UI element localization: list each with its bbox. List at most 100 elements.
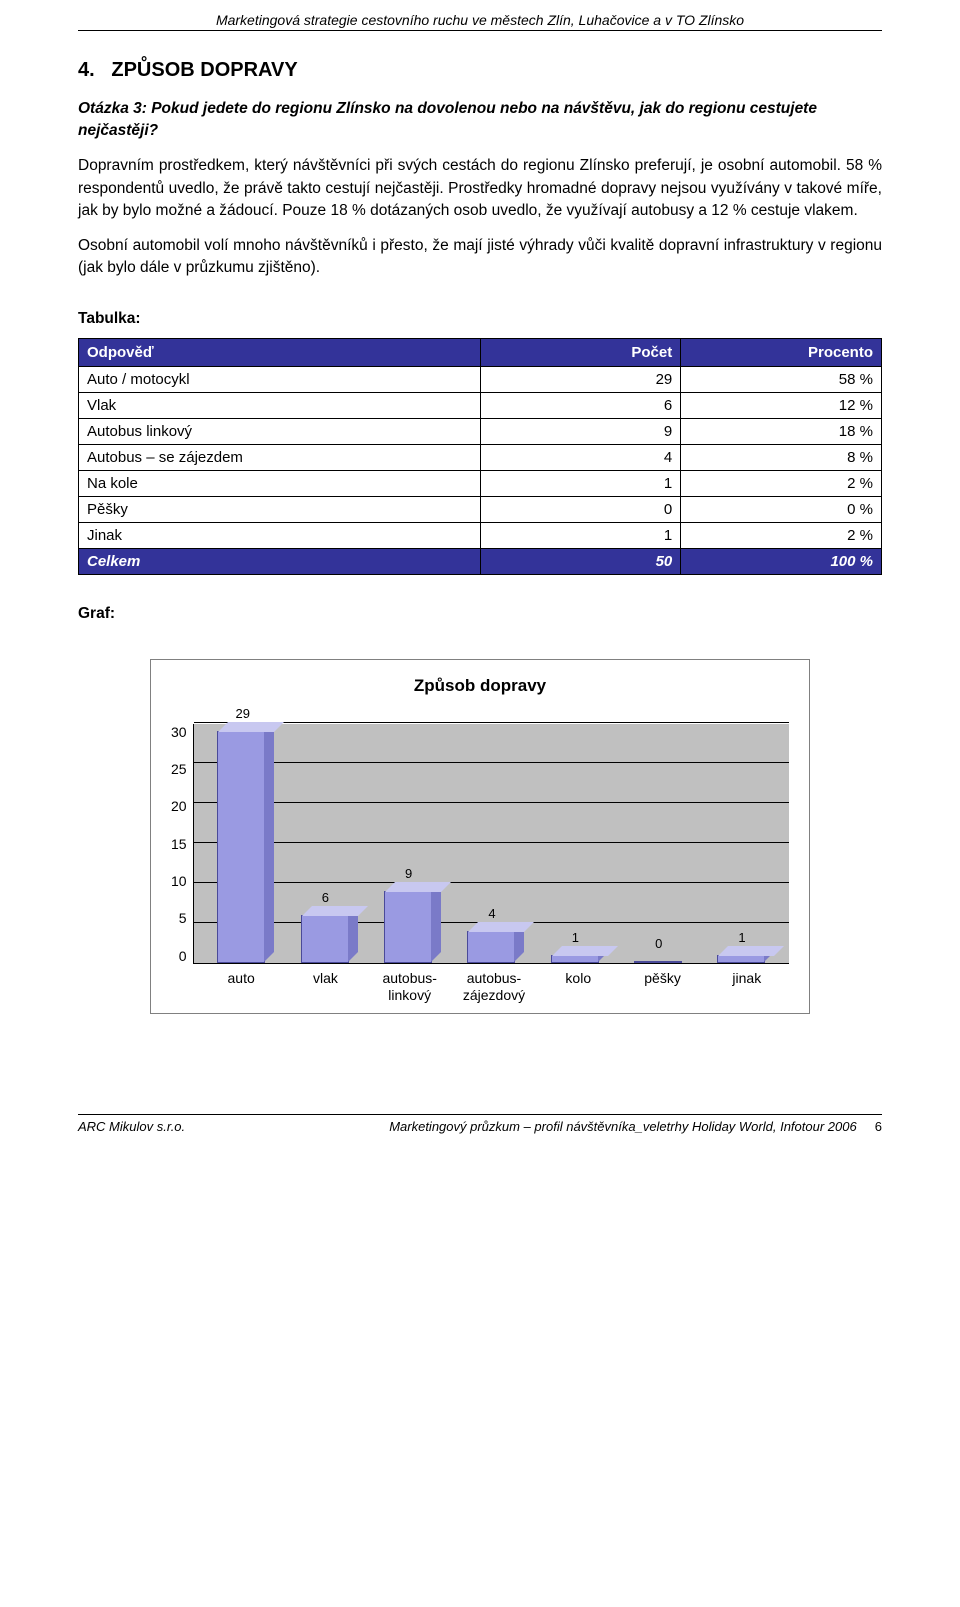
cell-answer: Celkem: [79, 548, 481, 574]
table-row: Auto / motocykl2958 %: [79, 366, 882, 392]
bar-3d-top: [468, 922, 534, 932]
y-tick-label: 0: [179, 948, 187, 964]
bar: 29: [217, 731, 265, 963]
bar-value-label: 4: [488, 906, 495, 921]
cell-answer: Autobus linkový: [79, 418, 481, 444]
x-tick-label: jinak: [705, 964, 789, 1010]
cell-percent: 2 %: [681, 522, 882, 548]
cell-count: 0: [480, 496, 681, 522]
cell-percent: 58 %: [681, 366, 882, 392]
section-title: ZPŮSOB DOPRAVY: [111, 59, 297, 81]
y-tick-label: 5: [179, 910, 187, 926]
graf-label: Graf:: [78, 605, 882, 623]
y-tick-label: 20: [171, 798, 187, 814]
header-rule: [78, 30, 882, 31]
table-row: Na kole12 %: [79, 470, 882, 496]
bar-slot: 0: [616, 961, 699, 963]
cell-percent: 100 %: [681, 548, 882, 574]
question-text: Otázka 3: Pokud jedete do regionu Zlínsk…: [78, 98, 882, 141]
bar-value-label: 1: [738, 930, 745, 945]
cell-count: 1: [480, 470, 681, 496]
body-paragraph: Dopravním prostředkem, který návštěvníci…: [78, 155, 882, 222]
bar: 4: [467, 931, 515, 963]
cell-answer: Pěšky: [79, 496, 481, 522]
table-row: Vlak612 %: [79, 392, 882, 418]
table-row: Pěšky00 %: [79, 496, 882, 522]
cell-percent: 8 %: [681, 444, 882, 470]
bar-slot: 6: [283, 915, 366, 963]
cell-count: 50: [480, 548, 681, 574]
bar-slot: 1: [700, 955, 783, 963]
chart-container: Způsob dopravy 302520151050 29694101 aut…: [150, 659, 810, 1015]
cell-count: 6: [480, 392, 681, 418]
x-tick-label: vlak: [283, 964, 367, 1010]
cell-count: 4: [480, 444, 681, 470]
x-axis-labels: autovlakautobus-linkovýautobus-zájezdový…: [199, 964, 789, 1010]
bar-3d-top: [552, 946, 618, 956]
x-tick-label: kolo: [536, 964, 620, 1010]
x-tick-label: autobus-zájezdový: [452, 964, 536, 1010]
section-heading: 4. ZPŮSOB DOPRAVY: [78, 59, 882, 82]
bar: 1: [551, 955, 599, 963]
bar: 9: [384, 891, 432, 963]
page-header: Marketingová strategie cestovního ruchu …: [78, 12, 882, 28]
cell-percent: 12 %: [681, 392, 882, 418]
bar-value-label: 0: [655, 936, 662, 951]
x-tick-label: pěšky: [620, 964, 704, 1010]
table-row: Autobus – se zájezdem48 %: [79, 444, 882, 470]
cell-count: 1: [480, 522, 681, 548]
cell-answer: Na kole: [79, 470, 481, 496]
bar-3d-top: [385, 882, 451, 892]
page-footer: ARC Mikulov s.r.o. Marketingový průzkum …: [78, 1114, 882, 1144]
cell-count: 9: [480, 418, 681, 444]
bar-3d-top: [302, 906, 368, 916]
bar-slot: 1: [533, 955, 616, 963]
table-label: Tabulka:: [78, 310, 882, 328]
y-tick-label: 30: [171, 724, 187, 740]
cell-count: 29: [480, 366, 681, 392]
bar: 1: [717, 955, 765, 963]
bar-3d-side: [264, 722, 274, 962]
bar-slot: 9: [366, 891, 449, 963]
y-tick-label: 25: [171, 761, 187, 777]
cell-percent: 18 %: [681, 418, 882, 444]
cell-answer: Jinak: [79, 522, 481, 548]
col-header-count: Počet: [480, 338, 681, 366]
bar-value-label: 1: [572, 930, 579, 945]
cell-answer: Vlak: [79, 392, 481, 418]
cell-answer: Auto / motocykl: [79, 366, 481, 392]
bar-value-label: 9: [405, 866, 412, 881]
footer-mid: Marketingový průzkum – profil návštěvník…: [389, 1119, 882, 1134]
page-number: 6: [875, 1119, 882, 1134]
plot-area: 29694101: [193, 724, 789, 964]
x-tick-label: auto: [199, 964, 283, 1010]
cell-percent: 0 %: [681, 496, 882, 522]
bar-slot: 4: [450, 931, 533, 963]
bar-slot: 29: [200, 731, 283, 963]
footer-mid-text: Marketingový průzkum – profil návštěvník…: [389, 1119, 857, 1134]
cell-answer: Autobus – se zájezdem: [79, 444, 481, 470]
y-tick-label: 10: [171, 873, 187, 889]
table-total-row: Celkem50100 %: [79, 548, 882, 574]
col-header-answer: Odpověď: [79, 338, 481, 366]
bar-value-label: 6: [322, 890, 329, 905]
bar-3d-side: [431, 882, 441, 962]
bar: 0: [634, 961, 682, 963]
results-table: Odpověď Počet Procento Auto / motocykl29…: [78, 338, 882, 575]
bar-value-label: 29: [235, 706, 249, 721]
bar-3d-top: [718, 946, 784, 956]
chart-title: Způsob dopravy: [171, 676, 789, 696]
body-paragraph: Osobní automobil volí mnoho návštěvníků …: [78, 235, 882, 280]
x-tick-label: autobus-linkový: [368, 964, 452, 1010]
bar: 6: [301, 915, 349, 963]
section-number: 4.: [78, 59, 95, 81]
footer-left: ARC Mikulov s.r.o.: [78, 1119, 185, 1134]
bar-3d-top: [218, 722, 284, 732]
table-row: Jinak12 %: [79, 522, 882, 548]
chart-box: Způsob dopravy 302520151050 29694101 aut…: [150, 659, 810, 1015]
cell-percent: 2 %: [681, 470, 882, 496]
table-row: Autobus linkový918 %: [79, 418, 882, 444]
y-tick-label: 15: [171, 836, 187, 852]
col-header-percent: Procento: [681, 338, 882, 366]
y-axis: 30 25 20 15 10 5 0: [171, 724, 193, 964]
